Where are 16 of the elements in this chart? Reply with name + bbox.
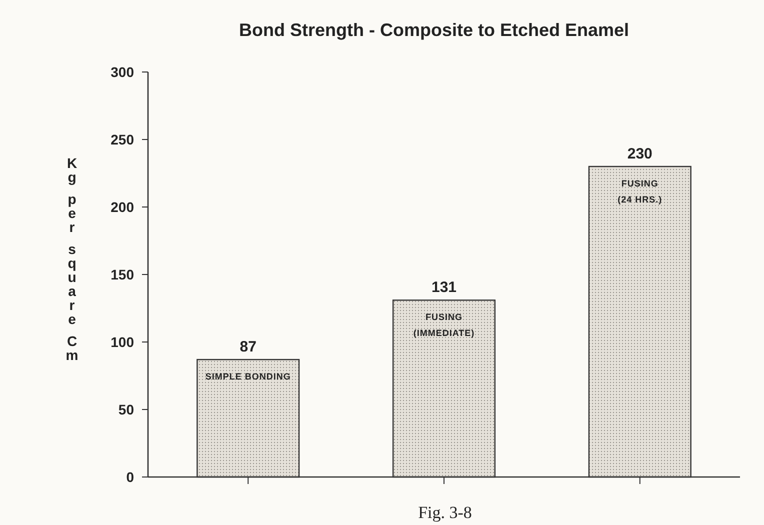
y-tick-label: 0	[126, 468, 134, 485]
x-tick-label: FUSING (IMMEDIATE)	[413, 312, 475, 338]
x-tick-label: SIMPLE BONDING	[205, 372, 291, 382]
text: Kg per square Cm	[66, 155, 78, 363]
data-label: 230	[627, 146, 652, 162]
chart-title: Bond Strength - Composite to Etched Enamel	[238, 20, 630, 40]
data-label: 131	[431, 279, 457, 296]
x-tick-label: FUSING (24 HRS.)	[618, 178, 662, 204]
y-tick-label: 50	[118, 401, 134, 418]
y-tick-label: 200	[110, 198, 134, 215]
data-label: 87	[240, 338, 256, 356]
caption: Fig. 3-8	[418, 503, 472, 522]
y-tick-label: 100	[110, 334, 134, 350]
y-tick-label: 150	[110, 266, 134, 282]
y-tick-label: 250	[110, 131, 134, 148]
y-tick-label: 300	[110, 64, 134, 80]
